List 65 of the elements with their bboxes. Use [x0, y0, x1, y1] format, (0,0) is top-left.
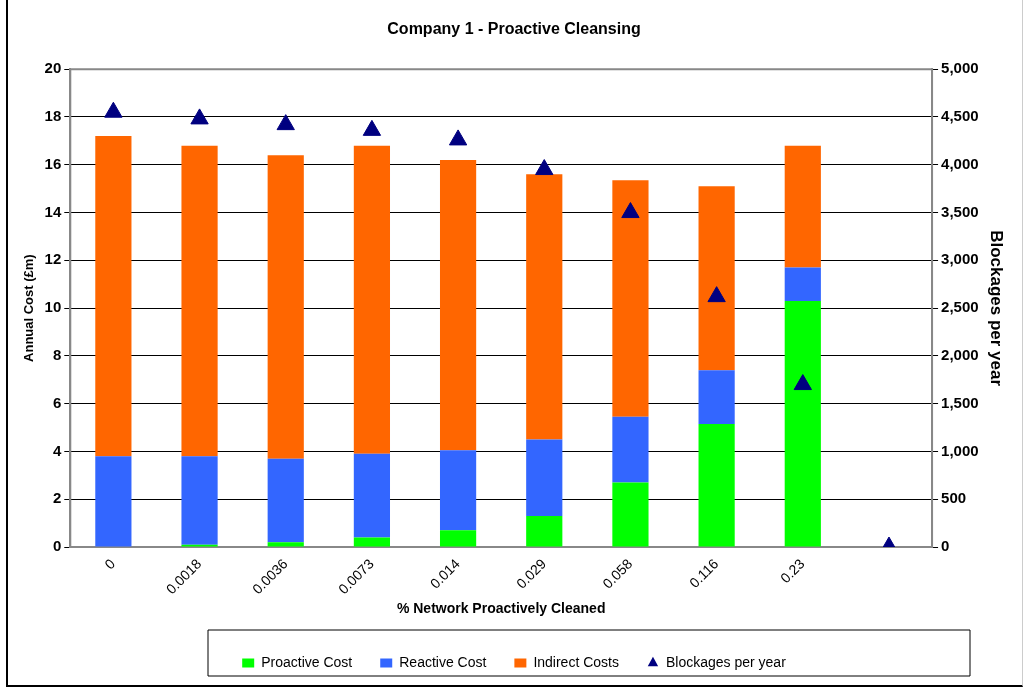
legend-label: Reactive Cost [399, 653, 487, 670]
legend-label: Indirect Costs [533, 653, 619, 670]
y2-tick-label: 3,500 [941, 202, 979, 220]
point [621, 202, 640, 219]
bar [439, 450, 477, 531]
y2-tick-label: 0 [941, 537, 950, 555]
y2-tick-label: 1,500 [941, 393, 979, 411]
y-tick-label: 4 [52, 441, 62, 459]
bar [526, 174, 563, 440]
bar [439, 530, 477, 547]
y-tick-label: 8 [52, 346, 62, 364]
y2-tick-label: 2,500 [941, 298, 979, 316]
y-tick-label: 12 [44, 250, 62, 268]
y2-tick-label: 4,500 [941, 107, 979, 125]
y2-tick-label: 2,000 [941, 346, 979, 364]
y-tick-label: 10 [44, 298, 62, 316]
point [535, 159, 554, 176]
y-tick-label: 6 [52, 393, 62, 411]
bar [698, 424, 735, 547]
y2-tick-label: 3,000 [941, 250, 979, 268]
bar [181, 145, 218, 457]
y-tick-label: 20 [44, 59, 62, 77]
bar [439, 159, 477, 451]
point [707, 286, 726, 303]
bar [612, 180, 649, 417]
point [448, 129, 468, 146]
y-tick-label: 0 [52, 537, 62, 555]
bar [526, 439, 563, 516]
x-axis-title: % Network Proactively Cleaned [396, 600, 606, 617]
bar [353, 145, 391, 454]
x-tick-label: 0 [101, 555, 119, 573]
bar [353, 453, 391, 538]
y2-tick-label: 5,000 [941, 59, 979, 77]
y2-axis-title: Blockages per year [987, 230, 1007, 387]
bar [353, 537, 391, 547]
y-tick-label: 2 [52, 489, 62, 507]
point [793, 374, 812, 391]
y-tick-label: 16 [44, 154, 62, 172]
y-tick-label: 14 [44, 202, 62, 220]
chart-title: Company 1 - Proactive Cleansing [387, 20, 641, 38]
legend-label: Blockages per year [665, 653, 787, 670]
y-axis-title: Annual Cost (£m) [21, 254, 37, 362]
bar [612, 416, 649, 483]
y-tick-label: 18 [44, 107, 62, 125]
bar [95, 136, 132, 457]
bar [698, 186, 735, 371]
bar [784, 145, 821, 268]
y2-tick-label: 500 [941, 489, 967, 507]
point [362, 119, 382, 136]
bar [267, 542, 304, 547]
bar [526, 515, 563, 547]
y2-tick-label: 1,000 [941, 441, 979, 459]
bar [784, 267, 821, 301]
point [104, 101, 123, 118]
bar [698, 370, 735, 424]
point [276, 114, 295, 131]
bar [267, 155, 304, 459]
bar [267, 458, 304, 543]
bar [784, 300, 821, 547]
y2-tick-label: 4,000 [941, 154, 979, 172]
bar [95, 456, 132, 547]
bar [181, 456, 218, 545]
bar [612, 482, 649, 547]
point [190, 108, 209, 125]
legend-label: Proactive Cost [261, 653, 353, 670]
